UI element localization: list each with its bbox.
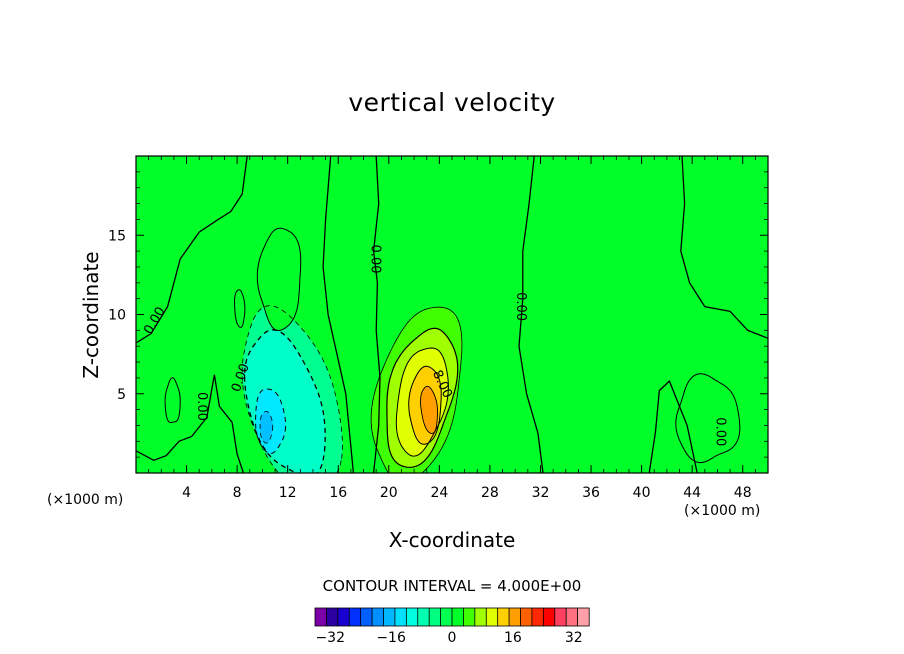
x-tick-label-7: 32: [532, 485, 550, 501]
colorbar-swatch: [463, 607, 476, 627]
zero-contour-5: [322, 156, 355, 473]
x-unit-label-right: (×1000 m): [684, 503, 761, 519]
y-tick-label-0: 5: [117, 387, 126, 403]
weak-updraft-aloft-line: [256, 227, 302, 332]
colorbar-swatch: [542, 607, 556, 627]
colorbar-swatch: [497, 607, 510, 627]
colorbar-swatch: [314, 607, 328, 627]
colorbar-swatch: [531, 607, 544, 627]
updraft-level-5-fill: [420, 386, 438, 434]
downdraft-level-2-line: [243, 329, 326, 473]
colorbar-swatch: [383, 607, 396, 627]
zero-contour-7: [648, 379, 698, 473]
x-tick-label-3: 16: [329, 485, 347, 501]
colorbar: −32 −16 0 16 32: [314, 607, 590, 646]
contour-label-7: 0.00: [712, 417, 727, 446]
updraft-level-3-line: [395, 347, 449, 457]
colorbar-swatch: [394, 607, 407, 627]
colorbar-swatch: [440, 607, 453, 627]
surface-cell-right-fill: [675, 373, 740, 463]
x-tick-label-1: 8: [233, 485, 242, 501]
x-tick-label-11: 48: [734, 485, 752, 501]
colorbar-swatch: [428, 607, 442, 627]
colorbar-swatch: [485, 607, 499, 627]
updraft-level-2-line: [386, 327, 459, 468]
x-axis-ticks: 4 8 12 16 20 24 28 32 36 40 44 48: [148, 156, 756, 501]
y-tick-label-2: 15: [108, 228, 126, 244]
x-axis-label: X-coordinate: [388, 528, 516, 552]
colorbar-swatch: [405, 607, 419, 627]
colorbar-swatch: [417, 607, 430, 627]
downdraft-level-4-fill: [260, 411, 273, 444]
small-cell-left-fill: [165, 377, 181, 423]
y-tick-label-1: 10: [108, 308, 126, 324]
colorbar-label-0: −32: [315, 630, 345, 646]
x-tick-label-0: 4: [182, 485, 191, 501]
y-axis-label: Z-coordinate: [79, 251, 103, 379]
x-tick-label-4: 20: [380, 485, 398, 501]
contour-lines: [136, 156, 768, 473]
chart-title: vertical velocity: [348, 88, 556, 117]
x-tick-label-9: 40: [633, 485, 651, 501]
colorbar-swatch: [577, 607, 590, 627]
colorbar-swatch: [371, 607, 385, 627]
downdraft-level-4-line: [259, 411, 274, 444]
zero-contour-1: [136, 156, 248, 344]
colorbar-label-2: 0: [448, 630, 457, 646]
small-cell-aloft-fill: [234, 289, 245, 328]
updraft-level-5-line: [420, 385, 439, 434]
colorbar-swatch: [565, 607, 579, 627]
colorbar-swatch: [337, 607, 350, 627]
x-tick-label-2: 12: [279, 485, 297, 501]
downdraft-level-1-line: [241, 305, 343, 473]
contour-label-2: 0.00: [194, 392, 209, 421]
colorbar-label-1: −16: [376, 630, 406, 646]
surface-cell-right-line: [675, 373, 741, 464]
x-unit-label-left: (×1000 m): [47, 492, 124, 508]
small-cell-left-line: [164, 377, 181, 423]
weak-updraft-aloft-fill: [257, 228, 301, 331]
contour-interval-label: CONTOUR INTERVAL = 4.000E+00: [322, 577, 582, 595]
zero-contour-2: [372, 156, 381, 473]
colorbar-swatch: [508, 607, 522, 627]
colorbar-label-4: 32: [565, 630, 583, 646]
zero-contour-3: [518, 156, 544, 473]
contour-label-6: 0.00: [513, 292, 528, 321]
updraft-level-4-line: [408, 365, 442, 445]
y-axis-ticks: 5 10 15: [108, 171, 768, 458]
colorbar-label-3: 16: [504, 630, 522, 646]
x-tick-label-5: 24: [430, 485, 448, 501]
downdraft-level-3-line: [254, 388, 287, 455]
colorbar-swatch: [326, 607, 339, 627]
colorbar-swatch: [554, 607, 567, 627]
zero-contour-4: [680, 156, 768, 339]
small-cell-aloft-line: [234, 289, 246, 328]
zero-contour-6: [136, 374, 245, 473]
x-tick-label-10: 44: [683, 485, 701, 501]
colorbar-swatch: [451, 607, 465, 627]
colorbar-swatch: [360, 607, 373, 627]
contour-label-4: 0.00: [367, 245, 382, 274]
x-tick-label-8: 36: [582, 485, 600, 501]
colorbar-swatch: [520, 607, 533, 627]
colorbar-swatch: [474, 607, 487, 627]
x-tick-label-6: 28: [481, 485, 499, 501]
colorbar-swatch: [348, 607, 362, 627]
